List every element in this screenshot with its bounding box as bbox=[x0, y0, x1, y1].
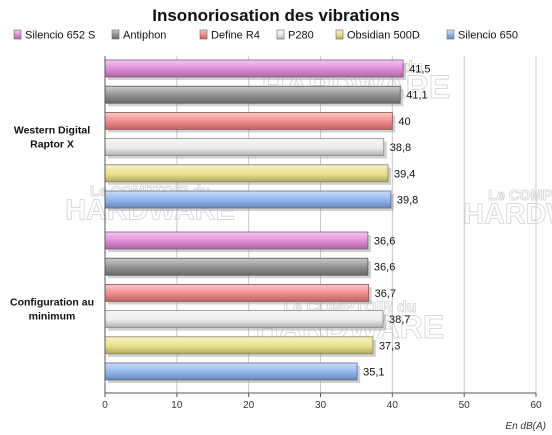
bar-group: 40 bbox=[104, 112, 411, 133]
legend-item: Obsidian 500D bbox=[335, 29, 420, 42]
legend-swatch bbox=[335, 29, 344, 40]
bar bbox=[104, 231, 369, 250]
x-tick-label: 20 bbox=[243, 400, 255, 411]
bar bbox=[104, 362, 358, 381]
bar-value-label: 36,6 bbox=[374, 262, 395, 274]
x-tick-label: 30 bbox=[315, 400, 327, 411]
bar-group: 36,7 bbox=[104, 283, 396, 305]
bar-value-label: 38,8 bbox=[390, 142, 411, 154]
bar-group: 38,8 bbox=[104, 138, 411, 159]
legend: Silencio 652 S Antiphon Define R4 P280 Obsid… bbox=[13, 29, 518, 42]
bar bbox=[104, 190, 392, 209]
bar bbox=[104, 59, 404, 78]
bar-value-label: 41,1 bbox=[406, 90, 427, 102]
legend-label: Obsidian 500D bbox=[347, 30, 420, 42]
category-label-line: Raptor X bbox=[30, 139, 74, 151]
bar-group: 38,7 bbox=[104, 310, 410, 331]
bar-group: 39,4 bbox=[104, 164, 415, 185]
legend-item: Silencio 652 S bbox=[13, 29, 95, 42]
bar bbox=[104, 85, 401, 104]
category-label-line: Configuration au bbox=[10, 297, 94, 309]
bar-value-label: 41,5 bbox=[409, 64, 430, 76]
bar-value-label: 38,7 bbox=[389, 314, 410, 326]
legend-label: P280 bbox=[288, 30, 314, 42]
x-tick-label: 50 bbox=[459, 400, 471, 411]
x-tick-label: 60 bbox=[530, 400, 542, 411]
legend-item: P280 bbox=[276, 29, 314, 42]
chart-title: Insonoriosation des vibrations bbox=[152, 6, 399, 25]
legend-swatch bbox=[446, 29, 455, 40]
category-labels: Western Digital Raptor X Configuration au m… bbox=[10, 125, 94, 323]
legend-swatch bbox=[199, 29, 208, 40]
bar-group: 37,3 bbox=[104, 336, 400, 357]
bars: 41,5 41,1 40 38,8 39,4 39,8 36,6 36,6 36,7 38,7 37… bbox=[104, 59, 431, 383]
category-label: Configuration au minimum bbox=[10, 297, 94, 323]
bar-value-label: 37,3 bbox=[379, 340, 400, 352]
legend-item: Define R4 bbox=[199, 29, 260, 42]
bar bbox=[104, 283, 370, 302]
bar-value-label: 35,1 bbox=[363, 367, 384, 379]
bar bbox=[104, 336, 374, 355]
x-tick-label: 10 bbox=[171, 400, 183, 411]
x-axis-label: En dB(A) bbox=[505, 421, 546, 432]
legend-swatch bbox=[111, 29, 120, 40]
bar-value-label: 36,6 bbox=[374, 236, 395, 248]
bar bbox=[104, 310, 384, 329]
bar-group: 39,8 bbox=[104, 190, 418, 211]
bar-group: 36,6 bbox=[104, 257, 395, 279]
category-label-line: minimum bbox=[29, 311, 76, 323]
bar-value-label: 40 bbox=[398, 116, 410, 128]
bar-group: 41,5 bbox=[104, 59, 431, 80]
category-label: Western Digital Raptor X bbox=[14, 125, 90, 151]
legend-item: Silencio 650 bbox=[446, 29, 518, 42]
bar-group: 35,1 bbox=[104, 362, 385, 383]
legend-label: Define R4 bbox=[211, 30, 260, 42]
bar-group: 41,1 bbox=[104, 85, 428, 107]
x-tick-label: 40 bbox=[387, 400, 399, 411]
bar-group: 36,6 bbox=[104, 231, 395, 252]
watermark-line-2: HARDWARE bbox=[463, 198, 552, 230]
x-axis: 0 10 20 30 40 50 60 bbox=[102, 56, 542, 411]
legend-swatch bbox=[276, 29, 285, 40]
watermark: Le COMPTOIR duHARDWARE bbox=[463, 188, 552, 231]
legend-label: Silencio 650 bbox=[458, 30, 518, 42]
bar-value-label: 36,7 bbox=[375, 288, 396, 300]
legend-item: Antiphon bbox=[111, 29, 166, 42]
bar-value-label: 39,4 bbox=[394, 168, 415, 180]
bar bbox=[104, 138, 385, 157]
legend-label: Antiphon bbox=[123, 30, 166, 42]
legend-label: Silencio 652 S bbox=[25, 30, 95, 42]
bar bbox=[104, 112, 393, 130]
bar bbox=[104, 164, 389, 183]
legend-swatch bbox=[13, 29, 22, 40]
bar-value-label: 39,8 bbox=[397, 195, 418, 207]
bar bbox=[104, 257, 369, 276]
category-label-line: Western Digital bbox=[14, 125, 90, 137]
x-tick-label: 0 bbox=[102, 400, 108, 411]
